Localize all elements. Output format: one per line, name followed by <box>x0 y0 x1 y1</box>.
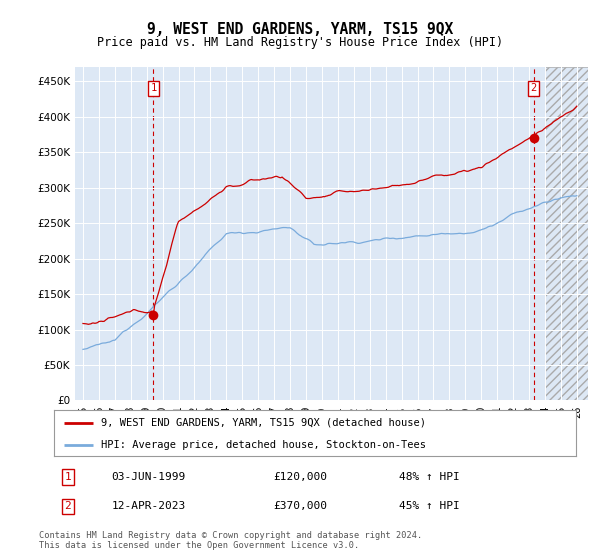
Text: Contains HM Land Registry data © Crown copyright and database right 2024.
This d: Contains HM Land Registry data © Crown c… <box>39 531 422 550</box>
Text: Price paid vs. HM Land Registry's House Price Index (HPI): Price paid vs. HM Land Registry's House … <box>97 36 503 49</box>
Text: 1: 1 <box>150 83 157 94</box>
Text: £370,000: £370,000 <box>273 501 327 511</box>
Bar <box>545 67 588 400</box>
Text: 1: 1 <box>64 472 71 482</box>
Text: £120,000: £120,000 <box>273 472 327 482</box>
Text: 45% ↑ HPI: 45% ↑ HPI <box>398 501 459 511</box>
Text: 48% ↑ HPI: 48% ↑ HPI <box>398 472 459 482</box>
Text: 9, WEST END GARDENS, YARM, TS15 9QX: 9, WEST END GARDENS, YARM, TS15 9QX <box>147 22 453 38</box>
Text: 12-APR-2023: 12-APR-2023 <box>112 501 185 511</box>
Text: 2: 2 <box>530 83 536 94</box>
Text: HPI: Average price, detached house, Stockton-on-Tees: HPI: Average price, detached house, Stoc… <box>101 440 426 450</box>
Bar <box>545 67 588 400</box>
Text: 03-JUN-1999: 03-JUN-1999 <box>112 472 185 482</box>
Text: 2: 2 <box>64 501 71 511</box>
Text: 9, WEST END GARDENS, YARM, TS15 9QX (detached house): 9, WEST END GARDENS, YARM, TS15 9QX (det… <box>101 418 426 428</box>
